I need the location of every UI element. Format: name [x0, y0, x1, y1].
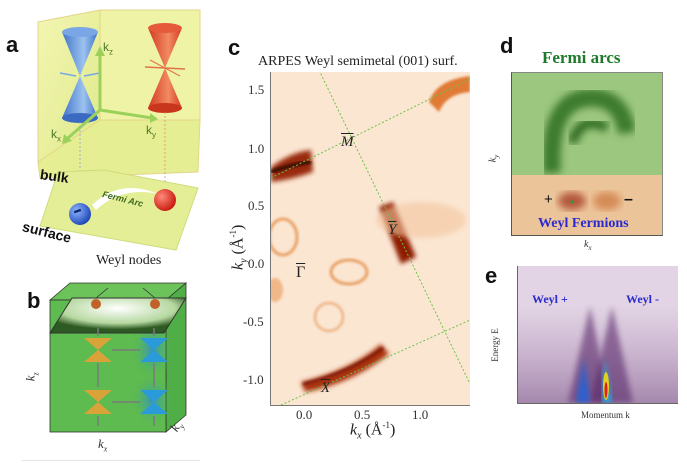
ytick-1.0: 1.0	[248, 141, 265, 156]
divider	[22, 460, 200, 461]
x-axis-label: kx (Å-1)	[350, 420, 396, 442]
minus-chirality: –	[624, 191, 633, 208]
kz-axis-label: kz	[22, 372, 41, 382]
ytick-neg0.5: -0.5	[243, 314, 264, 329]
momentum-axis-label: Momentum k	[581, 410, 630, 420]
ytick-neg1.0: -1.0	[243, 372, 264, 387]
arpes-heatmap: M Y Γ X	[270, 72, 470, 406]
panel-label-e: e	[485, 263, 498, 288]
ky-axis-label: ky	[146, 123, 156, 140]
xtick-0.5: 0.5	[354, 407, 371, 422]
spectral-function-heatmap	[518, 306, 678, 403]
panel-label-b: b	[27, 288, 41, 313]
panel-label-d: d	[500, 33, 514, 58]
point-X-label: X	[321, 380, 331, 396]
xtick-0.0: 0.0	[296, 407, 313, 422]
fermi-arcs-heatmap	[512, 73, 662, 235]
plus-chirality: +	[544, 191, 553, 208]
d-y-axis-label: ky	[487, 154, 501, 163]
weyl-fermions-label: Weyl Fermions	[538, 216, 629, 231]
fermi-arcs-title: Fermi arcs	[542, 48, 621, 67]
ytick-0.5: 0.5	[248, 198, 265, 213]
weyl-minus-label: Weyl -	[626, 292, 659, 306]
point-M-label: M	[341, 134, 354, 150]
panel-label-c: c	[228, 35, 241, 60]
fermi-arcs-map: + – Weyl Fermions	[511, 72, 663, 236]
kz-axis-label: kz	[103, 40, 113, 57]
kx-axis-label: kx	[98, 436, 108, 454]
panel-label-a: a	[6, 32, 19, 57]
panel-a-bulk-diagram: kz ky kx bulk Fermi Arc surface	[0, 0, 230, 251]
y-axis-label: ky (Å-1)	[228, 224, 250, 270]
d-x-axis-label: kx	[584, 239, 592, 252]
kx-axis-label: kx	[51, 127, 61, 144]
weyl-nodes-annotation: Weyl nodes	[96, 253, 162, 268]
weyl-spectrum-map: Weyl + Weyl -	[517, 266, 678, 404]
panel-b-weyl-box: Weyl nodes kz kx ky	[0, 250, 230, 463]
bulk-box-illustration	[37, 9, 201, 251]
xtick-1.0: 1.0	[412, 407, 429, 422]
arpes-intensity-map	[271, 72, 470, 405]
energy-axis-label: Energy E	[489, 328, 500, 362]
weyl-plus-label: Weyl +	[532, 292, 568, 306]
point-Gamma-label: Γ	[296, 264, 306, 281]
weyl-box-illustration	[48, 282, 188, 433]
ytick-0.0: 0.0	[248, 256, 265, 271]
ytick-1.5: 1.5	[248, 82, 265, 97]
chart-title: ARPES Weyl semimetal (001) surf.	[258, 54, 458, 69]
point-Y-label: Y	[388, 222, 397, 238]
